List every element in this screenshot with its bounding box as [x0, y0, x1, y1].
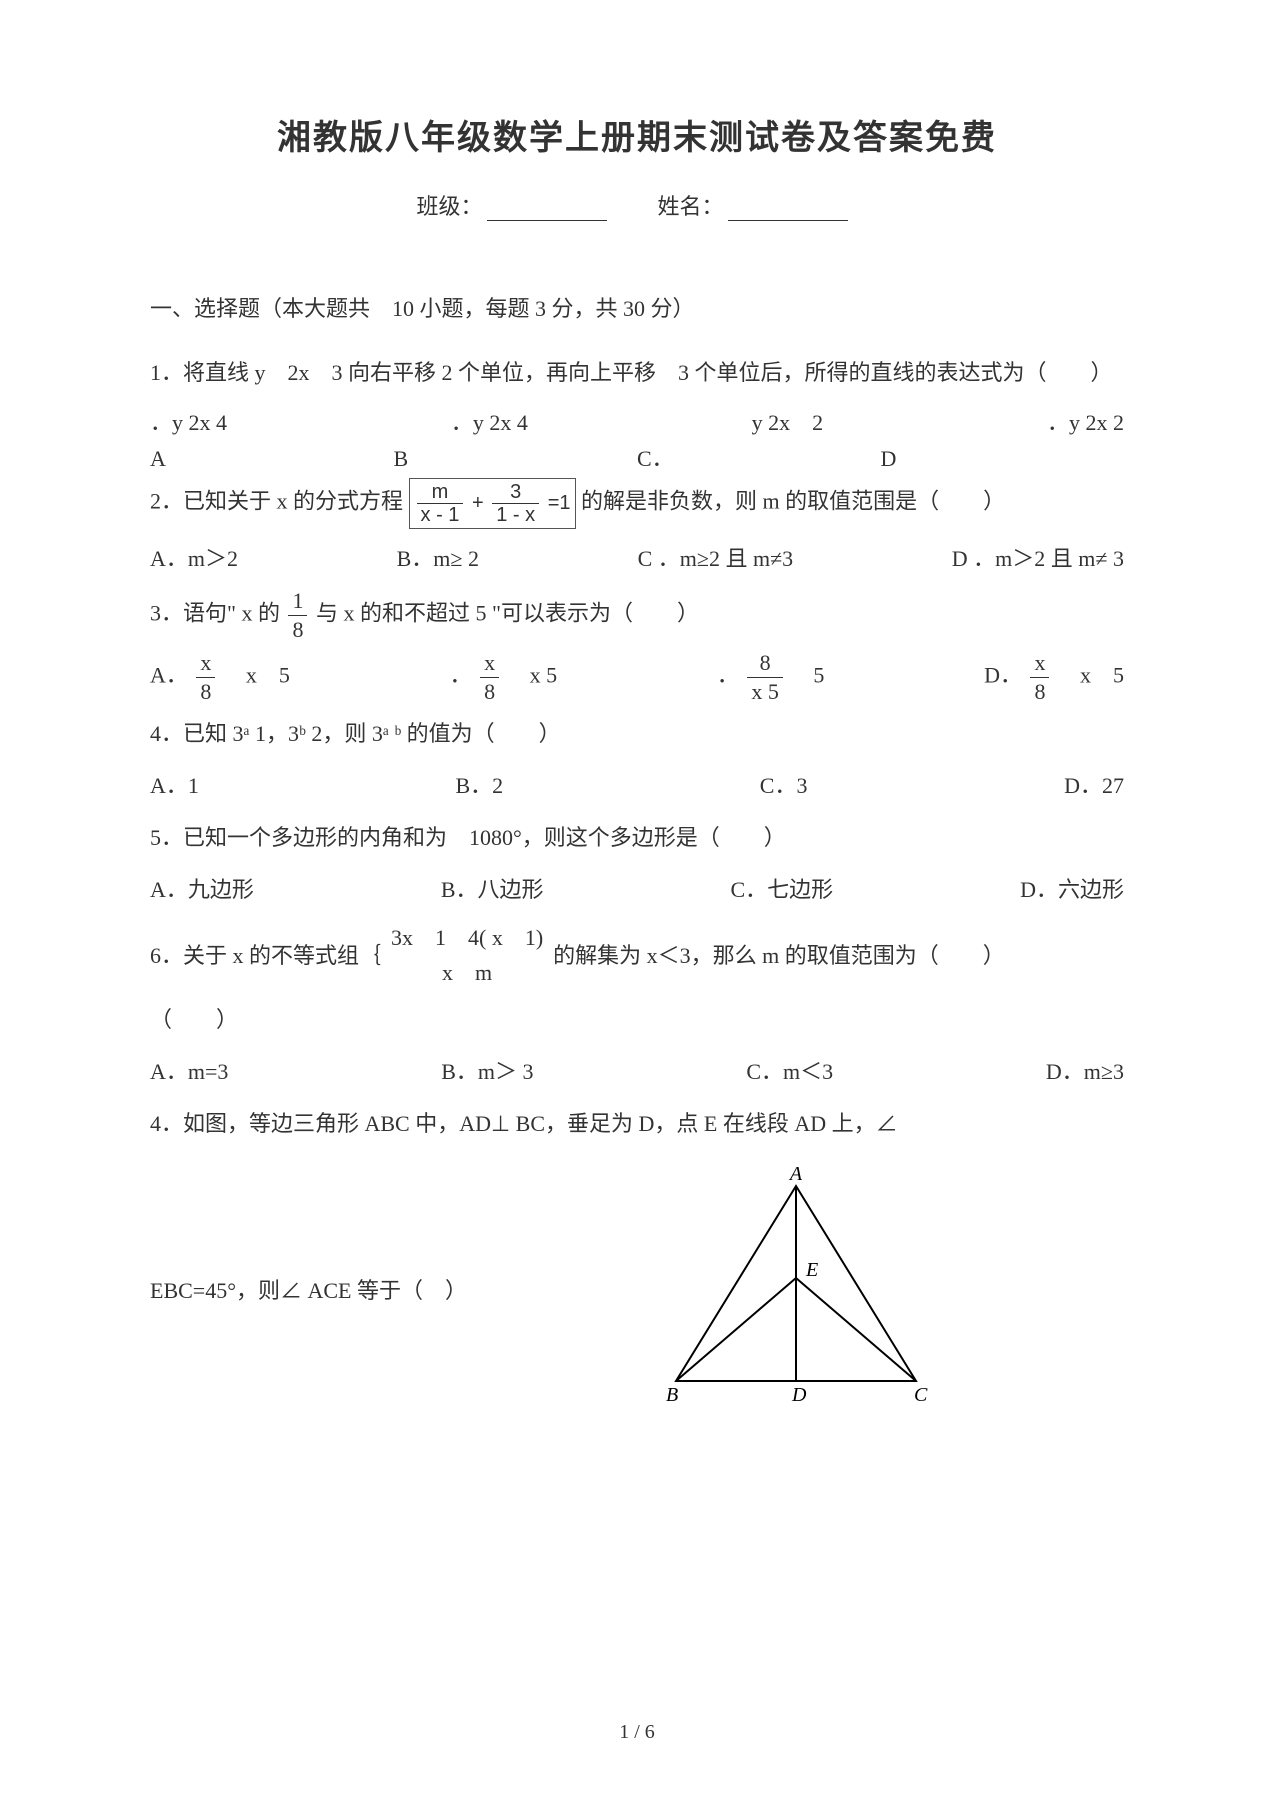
q6-line2: x m: [391, 955, 543, 990]
q2-opt-a: A．m＞2: [150, 537, 238, 581]
q3-cn: 8: [747, 651, 783, 675]
q3-mid: 与 x 的和不超过 5 "可以表示为（ ）: [316, 601, 699, 626]
label-d: D: [791, 1384, 807, 1406]
q6-paren: （ ）: [150, 998, 1124, 1042]
q3-ct: 5: [791, 662, 824, 687]
q4-opt-c: C．3: [760, 764, 808, 808]
q3-dd: 8: [1030, 680, 1049, 704]
q2-text: 2．已知关于 x 的分式方程 mx - 1 + 31 - x =1 的解是非负数…: [150, 478, 1124, 529]
q3-opt-d: D． x 8 x 5: [984, 651, 1124, 704]
q3-cd: x 5: [747, 680, 783, 704]
q2-opt-d: D ．m＞2 且 m≠ 3: [952, 537, 1124, 581]
q6-opt-d: D．m≥3: [1046, 1050, 1124, 1094]
q6-opt-b: B．m＞ 3: [441, 1050, 533, 1094]
q2-eq: =1: [548, 492, 571, 514]
q7-figure: A E B D C: [467, 1166, 1124, 1411]
q1-opt-d-expr: ．y 2x 2: [1047, 403, 1124, 443]
q2-f1d: x - 1: [417, 504, 464, 526]
q6-opt-a: A．m=3: [150, 1050, 228, 1094]
q5-opt-c: C．七边形: [730, 868, 833, 912]
class-blank: [487, 220, 607, 221]
q3-text: 3．语句" x 的 1 8 与 x 的和不超过 5 "可以表示为（ ）: [150, 589, 1124, 642]
q5-text: 5．已知一个多边形的内角和为 1080°，则这个多边形是（ ）: [150, 816, 1124, 860]
q6-brace: 3x 1 4( x 1) x m: [391, 920, 543, 990]
q3-lc: ．: [717, 662, 739, 687]
q2-f2n: 3: [492, 481, 539, 504]
meta-line: 班级： 姓名：: [150, 189, 1124, 221]
q6-opt-c: C．m＜3: [746, 1050, 833, 1094]
q2-plus: +: [472, 492, 484, 514]
q3-dt: x 5: [1058, 662, 1124, 687]
q1-opt-a-label: A: [150, 439, 394, 479]
name-label: 姓名：: [658, 194, 724, 219]
q1-opt-a-expr: ．y 2x 4: [150, 403, 227, 443]
q7-line2: EBC=45°，则∠ ACE 等于（ ）: [150, 1273, 467, 1305]
q2-f1n: m: [417, 481, 464, 504]
q2-opt-b: B．m≥ 2: [397, 537, 479, 581]
q3-at: x 5: [224, 662, 290, 687]
q2-opt-c: C ．m≥2 且 m≠3: [638, 537, 794, 581]
q2-options: A．m＞2 B．m≥ 2 C ．m≥2 且 m≠3 D ．m＞2 且 m≠ 3: [150, 537, 1124, 581]
q3-pre: 3．语句" x 的: [150, 601, 285, 626]
q1-opt-d-label: D: [881, 439, 1125, 479]
q1-opt-b-label: B: [394, 439, 638, 479]
q4-text: 4．已知 3ᵃ 1，3ᵇ 2，则 3ᵃ ᵇ 的值为（ ）: [150, 712, 1124, 756]
q1-opt-b-expr: ．y 2x 4: [451, 403, 528, 443]
q1-opt-c-expr: y 2x 2: [752, 403, 824, 443]
q3-lb: ．: [450, 662, 472, 687]
q7-line1: 4．如图，等边三角形 ABC 中，AD⊥ BC，垂足为 D，点 E 在线段 AD…: [150, 1102, 1124, 1146]
q1-options: ．y 2x 4 ．y 2x 4 y 2x 2 ．y 2x 2 A B C． D: [150, 403, 1124, 478]
q6-text: 6．关于 x 的不等式组｛ 3x 1 4( x 1) x m 的解集为 x＜3，…: [150, 920, 1124, 990]
q3-la: A．: [150, 662, 188, 687]
q6-post: 的解集为 x＜3，那么 m 的取值范围为（ ）: [553, 938, 1005, 973]
section-1-head: 一、选择题（本大题共 10 小题，每题 3 分，共 30 分）: [150, 291, 1124, 323]
q5-options: A．九边形 B．八边形 C．七边形 D．六边形: [150, 868, 1124, 912]
q3-opt-c: ． 8 x 5 5: [717, 651, 825, 704]
q3-bd: 8: [480, 680, 499, 704]
q6-options: A．m=3 B．m＞ 3 C．m＜3 D．m≥3: [150, 1050, 1124, 1094]
q3-an: x: [196, 651, 215, 675]
label-c: C: [914, 1384, 928, 1406]
q4-opt-a: A．1: [150, 764, 199, 808]
q3-ad: 8: [196, 680, 215, 704]
label-e: E: [805, 1259, 818, 1281]
q4-opt-d: D．27: [1064, 764, 1124, 808]
q3-bt: x 5: [508, 662, 558, 687]
label-b: B: [666, 1384, 678, 1406]
q3-ld: D．: [984, 662, 1022, 687]
q1-text: 1．将直线 y 2x 3 向右平移 2 个单位，再向上平移 3 个单位后，所得的…: [150, 351, 1124, 395]
q3-dn: x: [1030, 651, 1049, 675]
q2-post: 的解是非负数，则 m 的取值范围是（ ）: [581, 489, 1005, 514]
q5-opt-a: A．九边形: [150, 868, 254, 912]
triangle-diagram: A E B D C: [646, 1166, 946, 1406]
q6-line1: 3x 1 4( x 1): [391, 920, 543, 955]
q2-pre: 2．已知关于 x 的分式方程: [150, 489, 409, 514]
q3-fn: 1: [288, 589, 307, 613]
q4-opt-b: B．2: [456, 764, 504, 808]
doc-title: 湘教版八年级数学上册期末测试卷及答案免费: [150, 110, 1124, 159]
q3-opt-b: ． x 8 x 5: [450, 651, 558, 704]
q4-options: A．1 B．2 C．3 D．27: [150, 764, 1124, 808]
q3-fd: 8: [288, 618, 307, 642]
q5-opt-d: D．六边形: [1020, 868, 1124, 912]
q3-options: A． x 8 x 5 ． x 8 x 5 ． 8 x 5 5 D． x 8 x 5: [150, 651, 1124, 704]
class-label: 班级：: [416, 194, 482, 219]
q6-pre: 6．关于 x 的不等式组｛: [150, 938, 381, 973]
q3-bn: x: [480, 651, 499, 675]
page-number: 1 / 6: [0, 1721, 1274, 1744]
q3-frac: 1 8: [288, 589, 307, 642]
q2-fraction-box: mx - 1 + 31 - x =1: [409, 478, 576, 529]
q3-opt-a: A． x 8 x 5: [150, 651, 290, 704]
label-a: A: [787, 1166, 802, 1185]
q7-row: EBC=45°，则∠ ACE 等于（ ） A E B D C: [150, 1166, 1124, 1411]
name-blank: [728, 220, 848, 221]
q5-opt-b: B．八边形: [441, 868, 544, 912]
q1-opt-c-label: C．: [637, 439, 881, 479]
q2-f2d: 1 - x: [492, 504, 539, 526]
